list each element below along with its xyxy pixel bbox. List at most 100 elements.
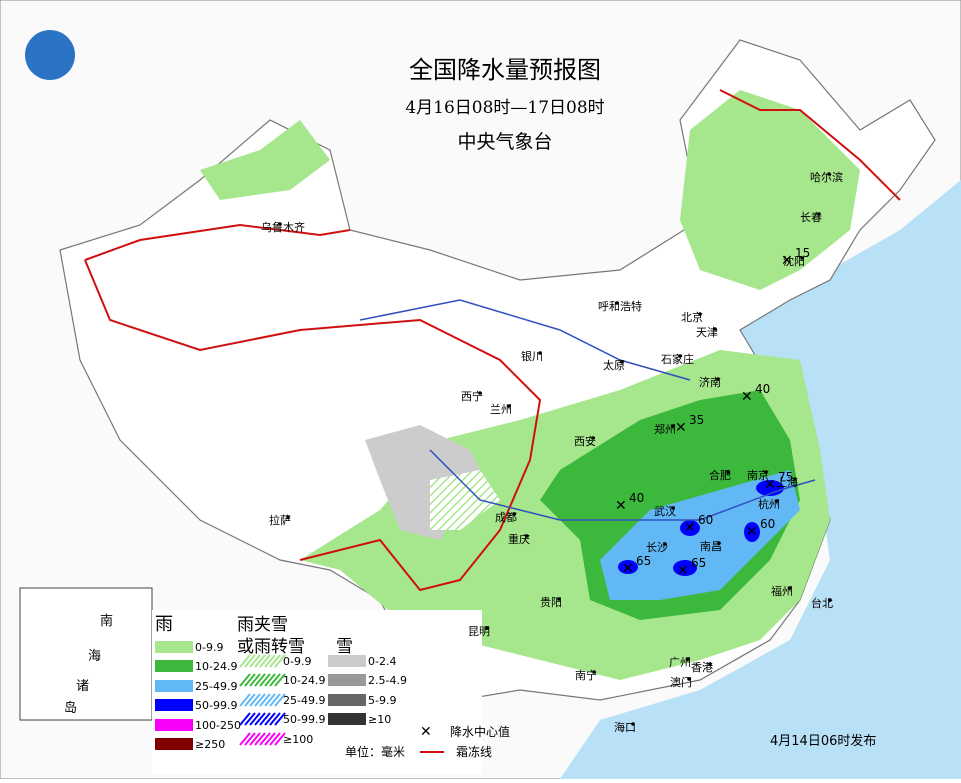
city-label: 济南 [699,375,721,389]
city-dot [478,391,482,395]
city-dot [800,256,804,260]
city-dot [828,598,832,602]
legend-hatch [269,732,281,746]
issuer: 中央气象台 [457,131,552,153]
legend-label: 降水中心值 [450,724,510,739]
city-dot [686,657,690,661]
legend-label: 100-250 [195,719,241,732]
legend-hatch [239,673,251,687]
legend-label: 2.5-4.9 [368,674,407,687]
city-dot [286,515,290,519]
city-dot [775,499,779,503]
legend-label: ≥250 [195,738,225,751]
frost-line [719,89,901,201]
symbol: ✕ [420,724,432,740]
city-label: 台北 [811,596,833,610]
city-label: 成都 [495,511,517,524]
legend-swatch [155,738,193,750]
center-value: 15 [795,246,810,260]
legend-hatch [274,732,286,746]
city-dot [708,662,712,666]
center-value: 65 [636,554,651,568]
rain-area [680,90,860,290]
legend-hatch [274,693,286,707]
city-label: 南宁 [575,668,597,682]
inset-label: 诸 [76,679,89,694]
legend-hatch [254,654,266,668]
city-label: 昆明 [468,625,490,638]
legend-hatch [254,693,266,707]
legend-hatch [264,673,276,687]
city-label: 天津 [696,326,718,339]
inset-label: 岛 [64,700,77,716]
city-label: 哈尔滨 [810,170,843,184]
legend-hatch [269,654,281,668]
legend-hatch [239,693,251,707]
city-dot [827,172,831,176]
legend-swatch [155,680,193,692]
city-label: 长沙 [646,541,668,554]
city-label: 长春 [800,211,822,224]
legend-label: 0-2.4 [368,655,396,668]
legend-hatch [249,693,261,707]
legend-swatch [328,713,366,725]
city-label: 重庆 [508,532,530,546]
center-symbol: ✕ [746,524,758,540]
city-dot [615,301,619,305]
legend-hatch [274,673,286,687]
city-dot [726,470,730,474]
city-dot [485,626,489,630]
center-value: 75 [778,470,793,484]
city-dot [671,506,675,510]
city-label: 杭州 [758,497,780,511]
city-dot [717,541,721,545]
city-label: 拉萨 [269,513,291,527]
city-label: 郑州 [654,422,676,436]
legend-hatch [244,673,256,687]
legend-hatch [239,654,251,668]
logo [25,30,75,80]
city-dot [538,351,542,355]
legend-hatch [254,732,266,746]
city-label: 乌鲁木齐 [261,220,305,234]
city-label: 南昌 [700,540,722,553]
legend-hatch [249,654,261,668]
city-label: 海口 [614,720,636,734]
city-label: 太原 [603,359,625,372]
rain-area [200,120,330,200]
city-dot [678,354,682,358]
frost-line [84,259,542,592]
legend-swatch [155,719,193,731]
legend-hatch [274,654,286,668]
city-dot [592,670,596,674]
legend-hatch [264,693,276,707]
rain-area [600,470,800,600]
legend-hatch [269,693,281,707]
legend-hatch [264,712,276,726]
city-label: 银川 [521,349,543,363]
legend-label: 0-9.9 [283,655,311,668]
legend-hatch [254,712,266,726]
center-symbol: ✕ [677,563,689,579]
legend-hatch [259,673,271,687]
legend-hatch [244,654,256,668]
legend-box [152,610,482,774]
center-symbol: ✕ [684,520,696,536]
city-dot [764,470,768,474]
legend-swatch [155,660,193,672]
legend-label: ≥10 [368,713,391,726]
center-symbol: ✕ [675,420,687,436]
legend-hatch [259,732,271,746]
legend-label: 单位：毫米 [345,744,405,759]
center-value: 35 [689,413,704,427]
legend-hatch [269,673,281,687]
legend-label: 5-9.9 [368,694,396,707]
city-label: 上海 [776,475,798,489]
river [359,299,691,381]
city-dot [591,436,595,440]
legend-heading: 雨 [155,614,173,635]
legend-swatch [155,641,193,653]
legend-label: ≥100 [283,733,313,746]
city-dot [512,512,516,516]
city-label: 西安 [574,434,596,448]
